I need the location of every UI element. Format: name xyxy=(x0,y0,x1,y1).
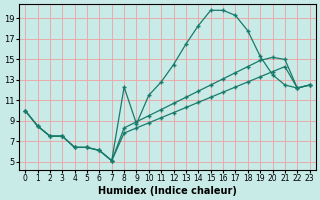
X-axis label: Humidex (Indice chaleur): Humidex (Indice chaleur) xyxy=(98,186,237,196)
